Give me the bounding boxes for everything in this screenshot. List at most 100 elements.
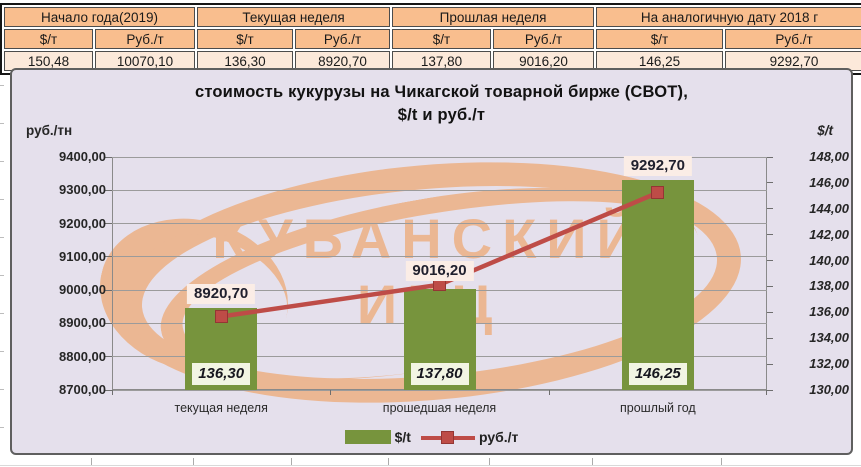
left-axis-tick-icon: [105, 356, 112, 358]
left-axis-tick-label: 9000,00: [59, 282, 106, 298]
line-data-label: 9292,70: [623, 155, 692, 176]
price-table[interactable]: Начало года(2019) Текущая неделя Прошлая…: [0, 3, 861, 75]
x-axis-tick-icon: [548, 390, 550, 395]
sheet-column-tick-icon: [388, 458, 389, 465]
right-axis-tick-label: 144,00: [809, 200, 849, 216]
table-group-last-week[interactable]: Прошлая неделя: [392, 7, 595, 27]
chart-area[interactable]: стоимость кукурузы на Чикагской товарной…: [10, 68, 853, 455]
unit-cell[interactable]: $/т: [392, 29, 492, 49]
left-axis-tick-icon: [105, 389, 112, 391]
right-axis-tick-icon: [767, 208, 773, 210]
left-axis-tick-label: 9400,00: [59, 149, 106, 164]
sheet-row-tick-icon: [0, 85, 4, 86]
sheet-column-tick-icon: [193, 458, 194, 465]
sheet-row-tick-icon: [0, 161, 4, 162]
right-axis-tick-icon: [767, 389, 773, 391]
x-axis-tick-icon: [766, 390, 767, 395]
unit-cell[interactable]: Руб./т: [725, 29, 861, 49]
right-axis-tick-label: 136,00: [809, 304, 849, 320]
right-axis-tick-icon: [767, 260, 773, 262]
left-axis-tick-label: 9100,00: [59, 248, 106, 264]
left-axis-tick-icon: [105, 189, 112, 191]
line-series-swatch-icon: [420, 430, 475, 444]
left-axis-tick-label: 8700,00: [59, 382, 106, 397]
right-axis-tick-label: 142,00: [809, 226, 849, 242]
legend-item-bar: $/t: [344, 429, 411, 445]
right-axis-tick-icon: [767, 182, 773, 184]
unit-cell[interactable]: $/т: [197, 29, 294, 49]
unit-cell[interactable]: $/т: [596, 29, 724, 49]
right-axis-tick-icon: [767, 285, 773, 287]
right-axis-tick-label: 134,00: [809, 330, 849, 346]
right-axis-tick-label: 138,00: [809, 278, 849, 294]
sheet-row-tick-icon: [0, 123, 4, 124]
chart-title-line2: $/t и руб./т: [397, 106, 486, 124]
table-group-start-of-year[interactable]: Начало года(2019): [4, 7, 196, 27]
left-axis-tick-label: 9200,00: [59, 215, 106, 231]
right-axis-tick-icon: [767, 234, 773, 236]
x-axis-category-label: текущая неделя: [174, 401, 268, 415]
bar-data-label: 137,80: [410, 363, 469, 385]
sheet-row-tick-icon: [0, 389, 4, 390]
sheet-row-tick-icon: [0, 313, 4, 314]
sheet-column-tick-icon: [291, 458, 292, 465]
value-cell[interactable]: 136,30: [197, 51, 294, 71]
sheet-column-tick-icon: [721, 458, 722, 465]
left-axis-tick-icon: [105, 223, 112, 225]
sheet-row-tick-icon: [0, 275, 4, 276]
line-marker-icon: [214, 310, 228, 324]
gridline: [112, 389, 767, 391]
bar-series-swatch-icon: [344, 430, 391, 444]
sheet-column-tick-icon: [91, 458, 92, 465]
chart-title-line1: стоимость кукурузы на Чикагской товарной…: [194, 83, 689, 101]
sheet-column-tick-icon: [489, 458, 490, 465]
table-row-units: $/т Руб./т $/т Руб./т $/т Руб./т $/т Руб…: [4, 29, 861, 49]
bar-series-column: [621, 179, 694, 390]
legend-label: руб./т: [478, 429, 519, 445]
unit-cell[interactable]: Руб./т: [295, 29, 391, 49]
left-axis-tick-label: 8800,00: [59, 348, 106, 364]
x-axis-category-label: прошедшая неделя: [382, 401, 497, 415]
left-axis-tick-label: 8900,00: [59, 315, 106, 331]
unit-cell[interactable]: $/т: [4, 29, 93, 49]
bar-data-label: 136,30: [192, 363, 251, 385]
legend-label: $/t: [394, 429, 411, 445]
sheet-row-tick-icon: [0, 351, 4, 352]
sheet-row-tick-icon: [0, 199, 4, 200]
gridline: [112, 156, 767, 158]
table-row-values: 150,48 10070,10 136,30 8920,70 137,80 90…: [4, 51, 861, 71]
gridline: [112, 223, 767, 225]
left-axis-tick-icon: [105, 256, 112, 258]
left-axis-tick-label: 9300,00: [59, 182, 106, 198]
left-axis-tick-icon: [105, 322, 112, 324]
sheet-row-tick-icon: [0, 237, 4, 238]
table-group-same-date-2018[interactable]: На аналогичную дату 2018 г: [596, 7, 861, 27]
gridline: [112, 189, 767, 191]
table-group-current-week[interactable]: Текущая неделя: [197, 7, 391, 27]
right-axis-tick-label: 130,00: [809, 382, 849, 397]
right-axis-tick-label: 140,00: [809, 252, 849, 268]
right-axis-title: $/t: [817, 123, 833, 138]
left-axis-title: руб./тн: [26, 123, 73, 138]
line-data-label: 9016,20: [405, 260, 474, 281]
right-axis-tick-label: 148,00: [809, 149, 849, 164]
left-axis-tick-icon: [105, 156, 112, 158]
bar-data-label: 146,25: [628, 363, 687, 385]
chart-legend: $/t руб./т: [12, 429, 851, 445]
value-cell[interactable]: 10070,10: [95, 51, 196, 71]
right-axis-tick-icon: [767, 337, 773, 339]
left-axis-tick-icon: [105, 289, 112, 291]
right-axis-tick-icon: [767, 311, 773, 313]
table-row-groups: Начало года(2019) Текущая неделя Прошлая…: [4, 7, 861, 27]
unit-cell[interactable]: Руб./т: [95, 29, 196, 49]
value-cell[interactable]: 9016,20: [493, 51, 595, 71]
line-data-label: 8920,70: [187, 284, 256, 305]
right-axis-tick-label: 132,00: [809, 356, 849, 372]
right-axis-tick-icon: [767, 363, 773, 365]
x-axis-tick-icon: [112, 390, 113, 395]
unit-cell[interactable]: Руб./т: [493, 29, 595, 49]
gridline: [112, 256, 767, 258]
x-axis-category-label: прошлый год: [619, 401, 696, 415]
sheet-column-tick-icon: [592, 458, 593, 465]
